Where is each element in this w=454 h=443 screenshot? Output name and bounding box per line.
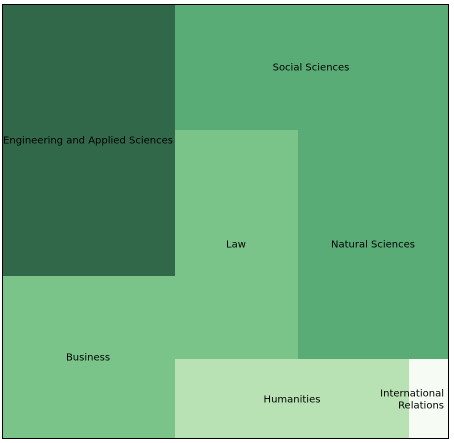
tile-label-humanities: Humanities (264, 395, 321, 406)
tile-natural-sciences (298, 130, 448, 359)
tile-label-business: Business (66, 353, 110, 364)
tile-label-law: Law (226, 240, 246, 251)
treemap-labels: Engineering and Applied Sciences Social S… (3, 63, 444, 412)
plot-frame (2, 4, 449, 439)
tile-label-social-sciences: Social Sciences (273, 63, 350, 74)
tile-label-natural-sciences: Natural Sciences (331, 240, 415, 251)
tile-business (3, 276, 175, 438)
treemap-tiles (3, 5, 448, 438)
tile-label-international-relations: International Relations (380, 389, 444, 412)
tile-social-sciences (175, 5, 448, 130)
tile-humanities (175, 359, 409, 438)
tile-law (175, 130, 298, 359)
tile-engineering-and-applied-sciences (3, 5, 175, 276)
tile-international-relations (409, 359, 448, 438)
tile-label-engineering-and-applied-sciences: Engineering and Applied Sciences (3, 136, 173, 147)
